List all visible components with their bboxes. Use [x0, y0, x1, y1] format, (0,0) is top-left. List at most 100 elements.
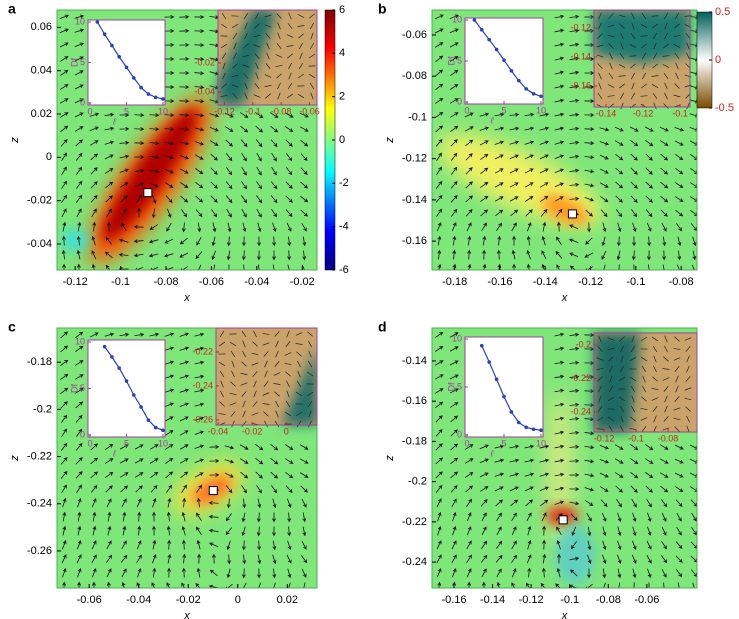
x-tick-label: 0.02: [277, 594, 298, 606]
marker: [567, 209, 577, 219]
heatmap-y-tick-label: -0.24: [570, 406, 591, 416]
inset-x-tick-label: 10: [158, 106, 168, 116]
x-tick-label: -0.1: [111, 276, 130, 288]
inset-point: [117, 55, 121, 59]
inset-y-tick-label: 5: [80, 57, 85, 67]
x-tick-label: -0.14: [480, 594, 505, 606]
plot-frame: [56, 9, 318, 271]
x-tick-label: 0: [235, 594, 241, 606]
inset-y-tick-label: 0: [80, 429, 85, 439]
heatmap-arrows: [218, 330, 314, 428]
inset-point: [472, 18, 477, 22]
colorbar-tick-label: 0: [339, 134, 345, 146]
inset-x-tick-label: 10: [536, 438, 546, 448]
inset-x-label: ℓ: [490, 448, 494, 458]
inset-x-tick-label: 0: [464, 105, 469, 115]
heatmap-x-tick-label: -0.1: [628, 433, 644, 443]
inset-y-tick-label: 10: [452, 333, 462, 343]
inset-point: [95, 20, 100, 24]
inset-y-tick-label: 5: [457, 381, 462, 391]
vector-arrows: [60, 331, 309, 588]
x-tick-label: -0.02: [290, 276, 315, 288]
inset-point: [117, 366, 121, 370]
inset-x-tick-label: 5: [501, 438, 506, 448]
y-tick-label: 0.06: [31, 21, 52, 33]
y-tick-label: -0.18: [402, 435, 427, 447]
panel: -0.12 -0.1 -0.08 -0.06 -0.04 -0.02-0.04-0.020…: [8, 1, 349, 304]
inset-point: [494, 377, 499, 382]
y-tick-label: -0.16: [402, 235, 427, 247]
marker: [143, 188, 153, 198]
y-axis-label: z: [384, 137, 396, 144]
inset-point: [132, 76, 136, 80]
inset-x-tick-label: 0: [87, 438, 92, 448]
heatmap-arrows: [220, 12, 316, 100]
heatmap-x-tick-label: -0.08: [658, 433, 679, 443]
inset-point: [146, 92, 151, 96]
inset-point: [524, 425, 528, 430]
x-tick-label: -0.06: [77, 594, 102, 606]
inset-x-tick-label: 10: [158, 438, 168, 448]
inset-point: [110, 43, 114, 48]
y-tick-label: -0.16: [402, 395, 427, 407]
x-tick-label: -0.04: [126, 594, 151, 606]
field: [432, 10, 697, 270]
inset-point: [124, 379, 129, 383]
inset-x-tick-label: 5: [501, 105, 506, 115]
field-blob: [61, 228, 89, 252]
inset-point: [517, 420, 521, 425]
inset-y-tick-label: 10: [452, 14, 462, 24]
x-tick-label: -0.12: [63, 276, 88, 288]
x-tick-label: -0.12: [578, 276, 603, 288]
y-tick-label: -0.22: [27, 450, 52, 462]
inset-frame: [87, 19, 166, 106]
heatmap-y-tick-label: -0.22: [570, 373, 591, 383]
x-tick-label: -0.18: [442, 276, 467, 288]
inset-point: [161, 428, 165, 433]
inset-point: [153, 425, 158, 430]
inset-y-label: Df: [446, 382, 456, 391]
y-tick-label: -0.08: [402, 70, 427, 82]
y-tick-label: 0.02: [31, 108, 52, 120]
x-tick-label: -0.02: [176, 594, 201, 606]
x-axis-label: x: [561, 292, 568, 304]
colorbar-tick-label: 6: [339, 4, 345, 16]
x-tick-label: -0.16: [441, 594, 466, 606]
panel: -0.06 -0.04 -0.02 0 0.02 -0.26 -0.24 -0.22 -0.2 -…: [8, 319, 318, 619]
inset-x-label: ℓ: [112, 448, 116, 458]
inset-point: [153, 95, 158, 100]
heatmap-x-tick-label: -0.1: [672, 108, 688, 118]
y-tick-label: -0.06: [402, 29, 427, 41]
heatmap-arrows: [596, 12, 692, 110]
y-tick-label: -0.22: [402, 516, 427, 528]
inset-point: [480, 343, 484, 348]
inset-y-tick-label: 5: [80, 383, 85, 393]
heatmap-x-tick-label: -0.08: [271, 106, 292, 116]
heatmap-x-tick-label: -0.06: [299, 106, 320, 116]
inset-y-tick-label: 0: [457, 96, 462, 106]
heatmap-y-tick-label: -0.26: [192, 414, 213, 424]
inset-point: [139, 405, 143, 409]
y-tick-label: -0.18: [27, 356, 52, 368]
inset-point: [102, 344, 107, 349]
y-axis-label: z: [9, 137, 21, 144]
heatmap-frame: [593, 332, 698, 433]
colorbar-tick-label: -2: [339, 177, 349, 189]
y-tick-label: -0.26: [27, 545, 52, 557]
y-tick-label: -0.24: [402, 556, 427, 568]
inset-point: [487, 360, 492, 364]
inset-x-tick-label: 0: [464, 438, 469, 448]
y-tick-label: -0.12: [402, 153, 427, 165]
x-axis-label: x: [183, 292, 190, 304]
y-tick-label: -0.04: [27, 238, 52, 250]
inset-x-label: ℓ: [112, 116, 116, 126]
colorbar-tick-label: 0.5: [715, 6, 730, 18]
inset-point: [539, 94, 543, 99]
x-tick-label: -0.08: [153, 276, 178, 288]
inset-point: [531, 427, 536, 432]
field-blob: [555, 525, 595, 585]
y-tick-label: -0.14: [402, 194, 427, 206]
panel: -0.16 -0.14 -0.12 -0.1 -0.08 -0.06 -0.24 -0.22 -…: [378, 319, 698, 619]
inset-point: [509, 69, 514, 73]
x-tick-label: -0.1: [560, 594, 579, 606]
